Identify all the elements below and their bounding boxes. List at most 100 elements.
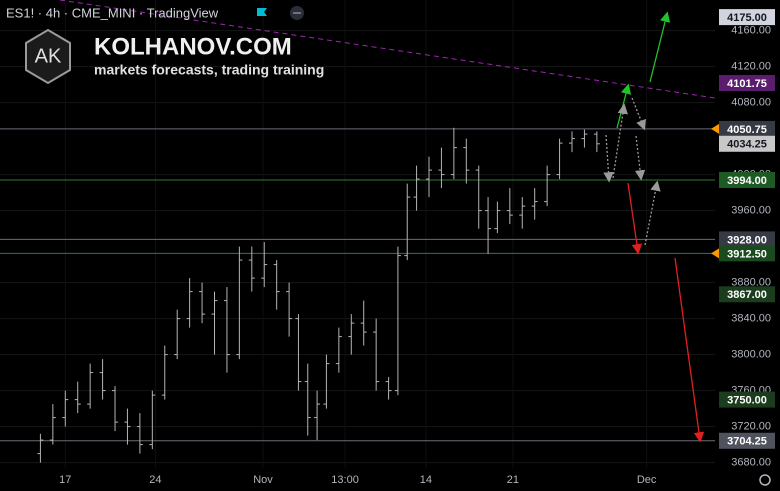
arrow-down: [627, 182, 643, 255]
price-label: 4101.75: [727, 78, 767, 90]
ohlc-bar: [99, 359, 106, 400]
ohlc-bar: [485, 197, 492, 254]
x-tick-label: 17: [59, 474, 71, 486]
y-tick-label: 4120.00: [731, 61, 771, 73]
grid: [0, 0, 715, 468]
ohlc-bar: [385, 377, 392, 400]
price-label: 4034.25: [727, 139, 767, 151]
ohlc-bar: [394, 246, 401, 396]
ohlc-bar: [519, 197, 526, 229]
ohlc-bar: [544, 165, 551, 207]
ohlc-bar: [304, 363, 311, 436]
bars: [37, 127, 600, 463]
price-label: 4050.75: [727, 124, 767, 136]
ohlc-bar: [199, 282, 206, 324]
ohlc-bar: [463, 138, 470, 184]
ohlc-bar: [581, 129, 588, 148]
arrow-down: [674, 257, 705, 443]
price-label: 3912.50: [727, 248, 767, 260]
price-label-box: [719, 286, 775, 303]
ohlc-bar: [506, 188, 513, 225]
symbol-title: ES1! · 4h · CME_MINI · TradingView: [6, 5, 219, 20]
ohlc-bar: [438, 147, 445, 189]
price-label-box: [719, 231, 775, 248]
price-label: 3867.00: [727, 289, 767, 301]
settings-icon: [759, 474, 771, 486]
ohlc-bar: [295, 314, 302, 391]
ohlc-bar: [248, 246, 255, 292]
tagline: markets forecasts, trading training: [94, 62, 324, 78]
price-label: 3994.00: [727, 175, 767, 187]
arrow-up: [616, 83, 632, 129]
arrow-up: [649, 11, 671, 83]
x-tick-label: 14: [420, 474, 432, 486]
price-label: 4175.00: [727, 12, 767, 24]
ohlc-bar: [286, 282, 293, 337]
x-tick-label: 24: [149, 474, 161, 486]
ohlc-bar: [174, 309, 181, 360]
ohlc-bar: [494, 201, 501, 234]
y-tick-label: 3800.00: [731, 349, 771, 361]
y-tick-label: 3720.00: [731, 421, 771, 433]
price-label: 3750.00: [727, 395, 767, 407]
ohlc-bar: [273, 260, 280, 310]
ohlc-bar: [556, 138, 563, 180]
arrow-scenario: [612, 103, 628, 179]
ohlc-bar: [62, 390, 69, 427]
logo-badge: [25, 28, 71, 85]
ohlc-bar: [450, 127, 457, 180]
ohlc-bar: [236, 246, 243, 360]
y-tick-label: 3840.00: [731, 313, 771, 325]
ohlc-bar: [373, 318, 380, 391]
ohlc-bar: [360, 300, 367, 346]
ohlc-bar: [404, 183, 411, 261]
ohlc-bar: [569, 131, 575, 153]
x-tick-label: Nov: [253, 474, 273, 486]
price-label-box: [719, 391, 775, 408]
price-label-box: [719, 75, 775, 92]
ohlc-bar: [136, 413, 143, 454]
price-label: 3928.00: [727, 234, 767, 246]
ohlc-bar: [37, 433, 44, 463]
trend-line: [59, 0, 716, 99]
ohlc-bar: [112, 386, 119, 432]
ohlc-bar: [124, 408, 131, 445]
price-label-box: [719, 135, 775, 152]
price-marker: [711, 123, 719, 134]
ohlc-bar: [531, 188, 538, 220]
ohlc-bar: [261, 242, 268, 288]
y-tick-label: 3880.00: [731, 277, 771, 289]
ohlc-bar: [593, 131, 600, 153]
price-marker: [711, 248, 719, 259]
site-name: KOLHANOV.COM: [94, 33, 292, 60]
ohlc-bar: [413, 165, 420, 211]
ohlc-bar: [186, 278, 193, 328]
ohlc-bar: [223, 287, 230, 373]
arrow-scenario: [603, 134, 614, 183]
y-tick-label: 3960.00: [731, 205, 771, 217]
ohlc-bar: [211, 291, 218, 355]
x-tick-label: Dec: [637, 474, 657, 486]
x-tick-label: 21: [507, 474, 519, 486]
price-label-box: [719, 9, 775, 26]
levels: [0, 128, 715, 442]
ohlc-bar: [335, 327, 342, 373]
logo-text: AK: [35, 45, 62, 67]
ohlc-bar: [161, 345, 168, 400]
y-tick-label: 3680.00: [731, 457, 771, 469]
arrow-scenario: [644, 180, 661, 246]
arrow-scenario: [631, 97, 646, 131]
ohlc-bar: [426, 156, 432, 198]
y-tick-label: 4080.00: [731, 97, 771, 109]
arrow-scenario: [634, 135, 646, 181]
price-label-box: [719, 120, 775, 137]
ohlc-bar: [475, 165, 482, 229]
price-label-box: [719, 172, 775, 188]
price-label-box: [719, 245, 775, 262]
ohlc-bar: [348, 314, 355, 355]
ohlc-bar: [49, 404, 56, 445]
axes: 3680.003720.003760.003800.003840.003880.…: [59, 9, 775, 486]
price-label-box: [719, 432, 775, 449]
ohlc-bar: [323, 354, 330, 409]
